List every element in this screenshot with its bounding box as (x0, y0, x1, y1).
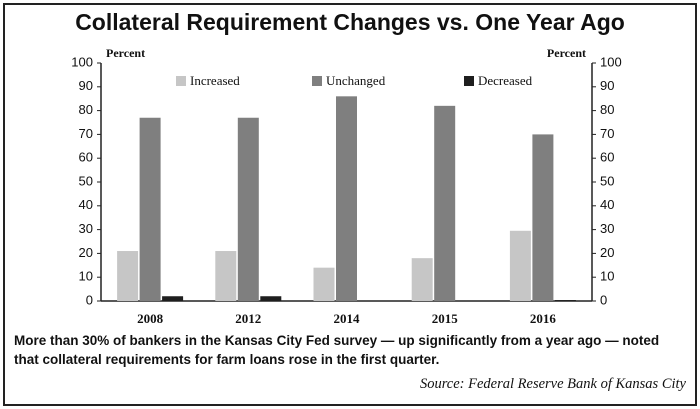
y2-tick-label: 60 (600, 150, 614, 165)
bar (509, 230, 531, 301)
source: Source: Federal Reserve Bank of Kansas C… (419, 376, 686, 392)
legend-label: Decreased (478, 73, 533, 88)
y-tick-label: 40 (79, 197, 93, 212)
bar (336, 96, 357, 301)
y-tick-label: 10 (79, 269, 93, 284)
y-tick-label: 100 (71, 54, 93, 69)
caption: More than 30% of bankers in the Kansas C… (14, 333, 660, 367)
y-axis-label: Percent (106, 46, 145, 60)
bar (117, 251, 139, 301)
frame (3, 3, 697, 406)
chart-title: Collateral Requirement Changes vs. One Y… (75, 9, 625, 35)
legend-swatch (176, 76, 186, 86)
x-tick-label: 2008 (137, 311, 164, 326)
x-tick-label: 2016 (530, 311, 557, 326)
bar (260, 296, 282, 301)
y-tick-label: 60 (79, 150, 93, 165)
chart: Collateral Requirement Changes vs. One Y… (71, 9, 625, 326)
y-tick-label: 50 (79, 173, 93, 188)
x-tick-label: 2014 (334, 311, 361, 326)
bar (554, 300, 576, 301)
bar (162, 296, 184, 301)
bar (313, 267, 335, 301)
legend-swatch (464, 76, 474, 86)
y2-tick-label: 30 (600, 221, 614, 236)
legend-label: Unchanged (326, 73, 386, 88)
y-tick-label: 20 (79, 245, 93, 260)
y2-tick-label: 70 (600, 126, 614, 141)
y2-tick-label: 10 (600, 269, 614, 284)
y2-tick-label: 80 (600, 102, 614, 117)
y-tick-label: 80 (79, 102, 93, 117)
y-tick-label: 70 (79, 126, 93, 141)
y2-tick-label: 100 (600, 54, 622, 69)
x-tick-label: 2015 (432, 311, 459, 326)
bar (215, 251, 237, 301)
y2-tick-label: 50 (600, 173, 614, 188)
y-tick-label: 90 (79, 78, 93, 93)
y2-axis-label: Percent (547, 46, 586, 60)
y2-tick-label: 40 (600, 197, 614, 212)
legend-swatch (312, 76, 322, 86)
y2-tick-label: 0 (600, 292, 607, 307)
y-tick-label: 30 (79, 221, 93, 236)
y-tick-label: 0 (86, 292, 93, 307)
bar (434, 105, 456, 301)
bar (411, 258, 433, 301)
y2-tick-label: 90 (600, 78, 614, 93)
x-tick-label: 2012 (235, 311, 261, 326)
bar (139, 117, 161, 302)
bar (532, 134, 554, 301)
y2-tick-label: 20 (600, 245, 614, 260)
legend-label: Increased (190, 73, 240, 88)
bar (237, 117, 259, 302)
